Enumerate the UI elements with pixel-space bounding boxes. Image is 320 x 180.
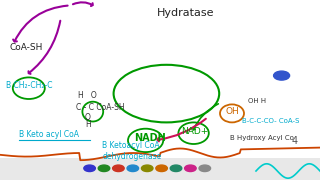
- Text: Hydratase: Hydratase: [157, 8, 214, 18]
- Text: OH: OH: [226, 107, 239, 116]
- Text: H   O: H O: [78, 91, 97, 100]
- Text: OH H: OH H: [248, 98, 266, 104]
- Circle shape: [156, 165, 167, 172]
- Text: B Ketoacyl CoA: B Ketoacyl CoA: [102, 141, 160, 150]
- Text: H: H: [85, 120, 91, 129]
- Text: 4: 4: [291, 136, 297, 146]
- Text: dehydrogenase: dehydrogenase: [102, 152, 162, 161]
- Text: O: O: [85, 113, 91, 122]
- Circle shape: [274, 71, 290, 80]
- Circle shape: [127, 165, 139, 172]
- Circle shape: [84, 165, 95, 172]
- Circle shape: [170, 165, 182, 172]
- Text: CoA-SH: CoA-SH: [10, 43, 43, 52]
- Circle shape: [185, 165, 196, 172]
- Text: B Hydroxy Acyl Co: B Hydroxy Acyl Co: [230, 135, 294, 141]
- Circle shape: [98, 165, 110, 172]
- FancyBboxPatch shape: [0, 158, 320, 180]
- Text: NAD+: NAD+: [181, 127, 208, 136]
- Text: NADH: NADH: [134, 133, 166, 143]
- Circle shape: [199, 165, 211, 172]
- Text: B Keto acyl CoA: B Keto acyl CoA: [19, 130, 79, 139]
- Text: C - C CoA-SH: C - C CoA-SH: [76, 103, 125, 112]
- Circle shape: [113, 165, 124, 172]
- Circle shape: [141, 165, 153, 172]
- Text: B-C-C-CO- CoA-S: B-C-C-CO- CoA-S: [242, 118, 299, 124]
- FancyBboxPatch shape: [0, 0, 320, 158]
- Text: B CH₂-CH₂-C: B CH₂-CH₂-C: [6, 81, 53, 90]
